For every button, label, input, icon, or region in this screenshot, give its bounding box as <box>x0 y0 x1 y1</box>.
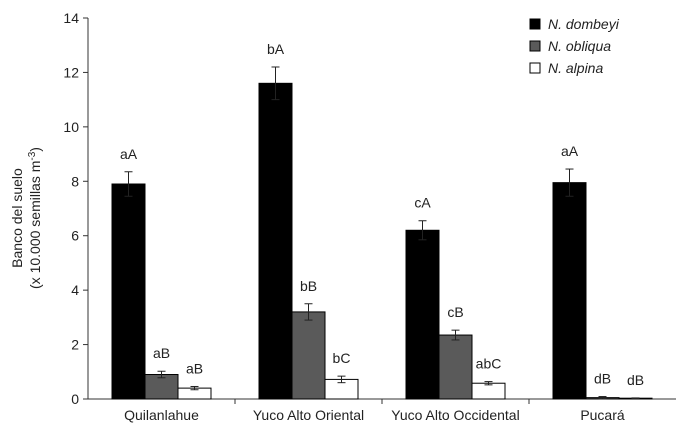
bar-obliqua <box>144 374 179 400</box>
significance-label: abC <box>476 356 502 372</box>
y-tick-label: 6 <box>71 228 79 244</box>
y-axis-title: Banco del suelo (x 10.000 semillas m-3) <box>9 147 43 289</box>
y-tick-label: 10 <box>63 119 79 135</box>
legend-swatch-obliqua <box>529 40 541 52</box>
legend: N. dombeyi N. obliqua N. alpina <box>529 16 620 76</box>
bar-dombeyi <box>405 229 440 400</box>
bar-dombeyi <box>258 82 293 400</box>
bar-dombeyi <box>552 182 587 400</box>
bars <box>111 82 653 400</box>
legend-label-dombeyi: N. dombeyi <box>548 16 620 32</box>
significance-label: cB <box>447 304 463 320</box>
significance-label: aB <box>153 345 170 361</box>
category-label: Yuco Alto Occidental <box>391 407 519 423</box>
category-label: Quilanlahue <box>124 407 199 423</box>
significance-labels: aA aB aB bA bB bC cA cB abC aA dB dB <box>120 41 644 388</box>
significance-label: aA <box>120 146 138 162</box>
category-label: Pucará <box>580 407 625 423</box>
y-tick-label: 12 <box>63 64 79 80</box>
y-tick-label: 0 <box>71 391 79 407</box>
significance-label: aA <box>561 143 579 159</box>
bar-obliqua <box>438 334 473 400</box>
legend-swatch-dombeyi <box>529 18 541 30</box>
significance-label: cA <box>414 195 431 211</box>
y-axis-title-line2-prefix: (x 10.000 semillas m <box>27 161 43 289</box>
y-axis-title-line1: Banco del suelo <box>9 168 25 268</box>
significance-label: bC <box>333 350 351 366</box>
y-tick-label: 8 <box>71 173 79 189</box>
significance-label: dB <box>627 372 644 388</box>
y-tick-label: 4 <box>71 282 79 298</box>
legend-label-obliqua: N. obliqua <box>548 38 611 54</box>
legend-swatch-alpina <box>529 62 541 74</box>
bar-alpina <box>471 382 506 400</box>
y-axis-title-line2-suffix: ) <box>27 147 43 152</box>
y-axis-title-line2: (x 10.000 semillas m-3) <box>27 147 43 289</box>
y-axis-title-line2-sup: -3 <box>27 151 38 160</box>
significance-label: dB <box>594 371 611 387</box>
bar-obliqua <box>291 311 326 400</box>
legend-label-alpina: N. alpina <box>548 60 603 76</box>
y-tick-label: 14 <box>63 10 79 26</box>
category-label: Yuco Alto Oriental <box>253 407 364 423</box>
significance-label: aB <box>186 360 203 376</box>
bar-dombeyi <box>111 183 146 400</box>
significance-label: bA <box>267 41 285 57</box>
category-labels: Quilanlahue Yuco Alto Oriental Yuco Alto O… <box>124 407 625 423</box>
y-tick-label: 2 <box>71 337 79 353</box>
error-bars <box>124 66 640 400</box>
significance-label: bB <box>300 278 317 294</box>
